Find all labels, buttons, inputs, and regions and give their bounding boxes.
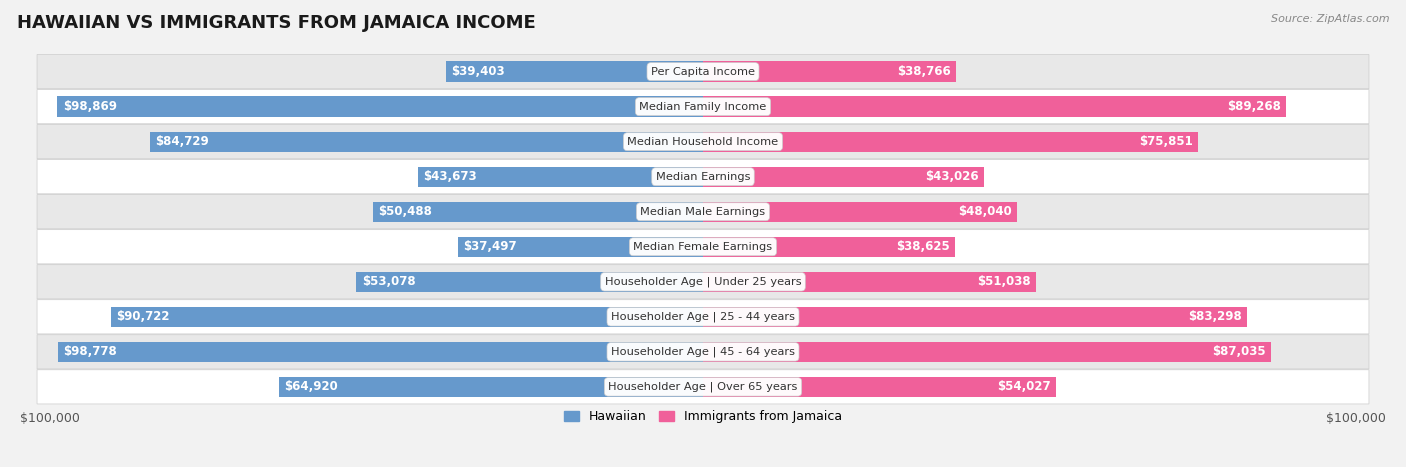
- FancyBboxPatch shape: [37, 55, 1369, 89]
- Text: Median Family Income: Median Family Income: [640, 102, 766, 112]
- Bar: [703, 132, 1198, 152]
- Text: $98,869: $98,869: [63, 100, 117, 113]
- FancyBboxPatch shape: [37, 195, 1369, 229]
- Text: $75,851: $75,851: [1139, 135, 1194, 148]
- Bar: [703, 272, 1036, 292]
- Text: $38,766: $38,766: [897, 65, 950, 78]
- Bar: [374, 202, 703, 222]
- FancyBboxPatch shape: [37, 265, 1369, 299]
- Text: $54,027: $54,027: [997, 380, 1050, 393]
- FancyBboxPatch shape: [37, 125, 1369, 159]
- Text: $64,920: $64,920: [284, 380, 337, 393]
- Text: $48,040: $48,040: [957, 205, 1011, 218]
- Bar: [446, 62, 703, 82]
- FancyBboxPatch shape: [37, 300, 1369, 334]
- Bar: [58, 342, 703, 362]
- Bar: [280, 377, 703, 397]
- Text: Householder Age | Under 25 years: Householder Age | Under 25 years: [605, 276, 801, 287]
- Text: $39,403: $39,403: [451, 65, 505, 78]
- Text: $83,298: $83,298: [1188, 310, 1241, 323]
- Text: Source: ZipAtlas.com: Source: ZipAtlas.com: [1271, 14, 1389, 24]
- FancyBboxPatch shape: [37, 370, 1369, 404]
- Bar: [150, 132, 703, 152]
- Bar: [703, 62, 956, 82]
- Text: $89,268: $89,268: [1226, 100, 1281, 113]
- Bar: [703, 237, 955, 257]
- Bar: [703, 307, 1247, 327]
- Text: $50,488: $50,488: [378, 205, 433, 218]
- Text: $87,035: $87,035: [1212, 345, 1265, 358]
- Bar: [703, 377, 1056, 397]
- Bar: [703, 167, 984, 187]
- FancyBboxPatch shape: [37, 90, 1369, 124]
- Bar: [111, 307, 703, 327]
- Legend: Hawaiian, Immigrants from Jamaica: Hawaiian, Immigrants from Jamaica: [558, 405, 848, 428]
- Text: Median Earnings: Median Earnings: [655, 172, 751, 182]
- Text: Householder Age | 25 - 44 years: Householder Age | 25 - 44 years: [612, 311, 794, 322]
- Text: Median Female Earnings: Median Female Earnings: [634, 242, 772, 252]
- Text: $84,729: $84,729: [155, 135, 208, 148]
- Text: $43,026: $43,026: [925, 170, 979, 183]
- Text: HAWAIIAN VS IMMIGRANTS FROM JAMAICA INCOME: HAWAIIAN VS IMMIGRANTS FROM JAMAICA INCO…: [17, 14, 536, 32]
- FancyBboxPatch shape: [37, 160, 1369, 194]
- Bar: [703, 97, 1286, 117]
- Text: Median Male Earnings: Median Male Earnings: [641, 207, 765, 217]
- Bar: [458, 237, 703, 257]
- Text: $53,078: $53,078: [361, 275, 415, 288]
- Text: Per Capita Income: Per Capita Income: [651, 67, 755, 77]
- Bar: [357, 272, 703, 292]
- Text: Median Household Income: Median Household Income: [627, 137, 779, 147]
- Text: $38,625: $38,625: [896, 240, 950, 253]
- Bar: [58, 97, 703, 117]
- Text: Householder Age | 45 - 64 years: Householder Age | 45 - 64 years: [612, 347, 794, 357]
- Text: $37,497: $37,497: [464, 240, 517, 253]
- Text: $43,673: $43,673: [423, 170, 477, 183]
- Text: $51,038: $51,038: [977, 275, 1031, 288]
- FancyBboxPatch shape: [37, 230, 1369, 264]
- Text: $90,722: $90,722: [115, 310, 169, 323]
- Text: Householder Age | Over 65 years: Householder Age | Over 65 years: [609, 382, 797, 392]
- Bar: [418, 167, 703, 187]
- Bar: [703, 342, 1271, 362]
- Bar: [703, 202, 1017, 222]
- FancyBboxPatch shape: [37, 335, 1369, 369]
- Text: $98,778: $98,778: [63, 345, 117, 358]
